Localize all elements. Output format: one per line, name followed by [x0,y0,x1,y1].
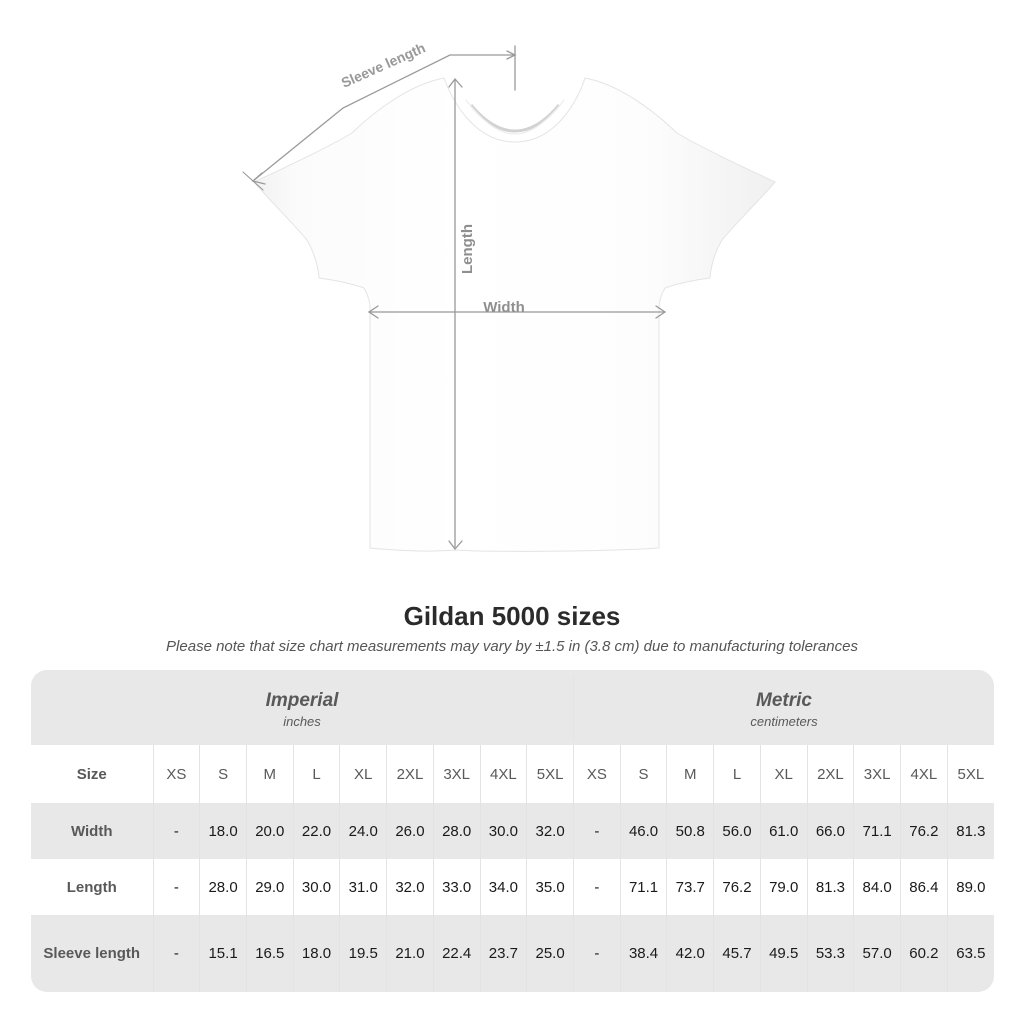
svg-text:Length: Length [459,224,476,274]
svg-text:Width: Width [483,299,525,316]
svg-text:Sleeve length: Sleeve length [339,39,428,90]
